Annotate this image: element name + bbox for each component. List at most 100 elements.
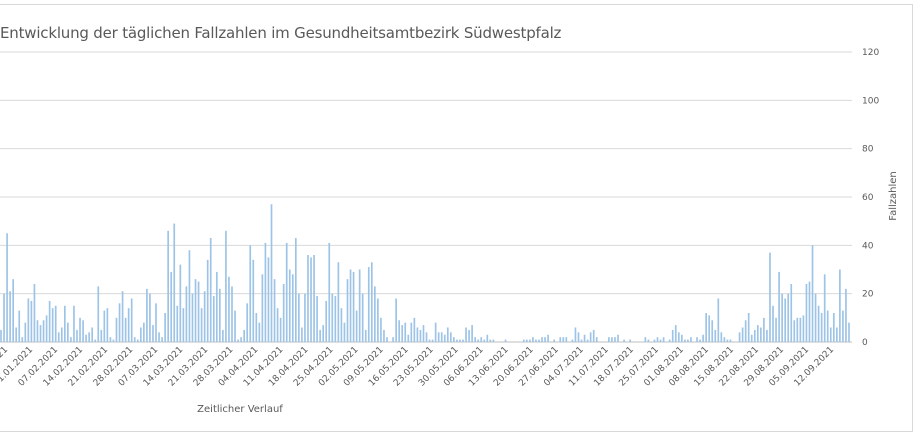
bar <box>100 329 103 342</box>
bar <box>267 257 270 342</box>
bar <box>419 329 422 342</box>
bar <box>270 204 273 342</box>
bar <box>446 327 449 342</box>
bar <box>741 327 744 342</box>
bar <box>832 313 835 342</box>
bar <box>383 329 385 342</box>
bar <box>586 339 589 342</box>
bar <box>358 269 361 342</box>
bar <box>726 339 729 342</box>
bar <box>149 293 151 342</box>
bar <box>258 322 261 342</box>
bar <box>212 296 215 342</box>
bar <box>334 296 337 342</box>
bar <box>109 337 112 342</box>
bar <box>413 317 416 342</box>
bar <box>39 325 42 342</box>
bar <box>744 320 747 342</box>
bar <box>437 332 440 342</box>
chart-title: Entwicklung der täglichen Fallzahlen im … <box>0 24 562 42</box>
bar <box>349 269 352 342</box>
bar <box>769 252 771 342</box>
bar <box>836 327 838 342</box>
bar <box>188 250 191 342</box>
bar <box>623 339 625 342</box>
bar <box>252 259 255 342</box>
bar <box>386 337 388 342</box>
bar <box>313 255 315 342</box>
bar <box>577 332 580 342</box>
bar <box>474 337 476 342</box>
bar <box>589 332 592 342</box>
bar <box>191 293 194 342</box>
bar <box>285 242 288 342</box>
bar <box>167 230 169 342</box>
bar <box>42 320 45 342</box>
bar <box>538 339 540 342</box>
bar <box>802 315 805 342</box>
bar <box>784 298 787 342</box>
bar <box>322 325 325 342</box>
bar <box>370 262 373 342</box>
bar <box>714 329 717 342</box>
bar <box>340 308 343 342</box>
bar <box>805 284 808 342</box>
bar <box>91 327 94 342</box>
bar <box>136 339 139 342</box>
bar <box>21 337 24 342</box>
chart-frame <box>0 4 913 432</box>
bar <box>453 337 455 342</box>
bar <box>18 310 21 342</box>
bar <box>246 303 249 342</box>
bar <box>708 315 711 342</box>
bar <box>392 337 394 342</box>
bar <box>644 337 647 342</box>
bar <box>103 310 106 342</box>
bar <box>294 238 297 342</box>
x-tick-labels: 24.01.202131.01.202107.02.202114.02.2021… <box>0 345 836 389</box>
bar <box>63 305 66 342</box>
bar <box>206 259 209 342</box>
bar <box>787 293 790 342</box>
bar <box>367 267 370 342</box>
bar <box>525 339 528 342</box>
bar <box>291 274 294 342</box>
bar <box>200 308 203 342</box>
bar <box>118 303 121 342</box>
bar <box>301 327 303 342</box>
bar <box>146 288 148 342</box>
bar <box>173 223 176 342</box>
bar <box>54 305 57 342</box>
y-tick-label: 20 <box>862 290 874 300</box>
bar <box>808 281 811 342</box>
bar <box>450 332 452 342</box>
bars <box>0 204 850 342</box>
bar <box>775 317 777 342</box>
bar <box>711 320 714 342</box>
bar <box>629 339 631 342</box>
bar <box>760 327 762 342</box>
bar <box>249 245 252 342</box>
bar <box>671 329 674 342</box>
bar <box>310 257 312 342</box>
bar <box>443 334 446 342</box>
bar <box>273 279 276 342</box>
bar <box>170 271 173 342</box>
bar <box>471 325 473 342</box>
bar <box>319 329 321 342</box>
bar <box>57 332 60 342</box>
bar <box>696 337 698 342</box>
x-axis-title: Zeitlicher Verlauf <box>197 404 283 415</box>
bar <box>279 317 282 342</box>
bar <box>374 286 376 342</box>
bar <box>674 325 677 342</box>
bar <box>720 332 723 342</box>
gridlines <box>0 51 852 343</box>
bar <box>793 320 796 342</box>
bar <box>51 308 54 342</box>
bar <box>416 327 419 342</box>
bar <box>829 327 832 342</box>
bar <box>288 269 291 342</box>
bar <box>489 339 492 342</box>
bar <box>456 339 458 342</box>
